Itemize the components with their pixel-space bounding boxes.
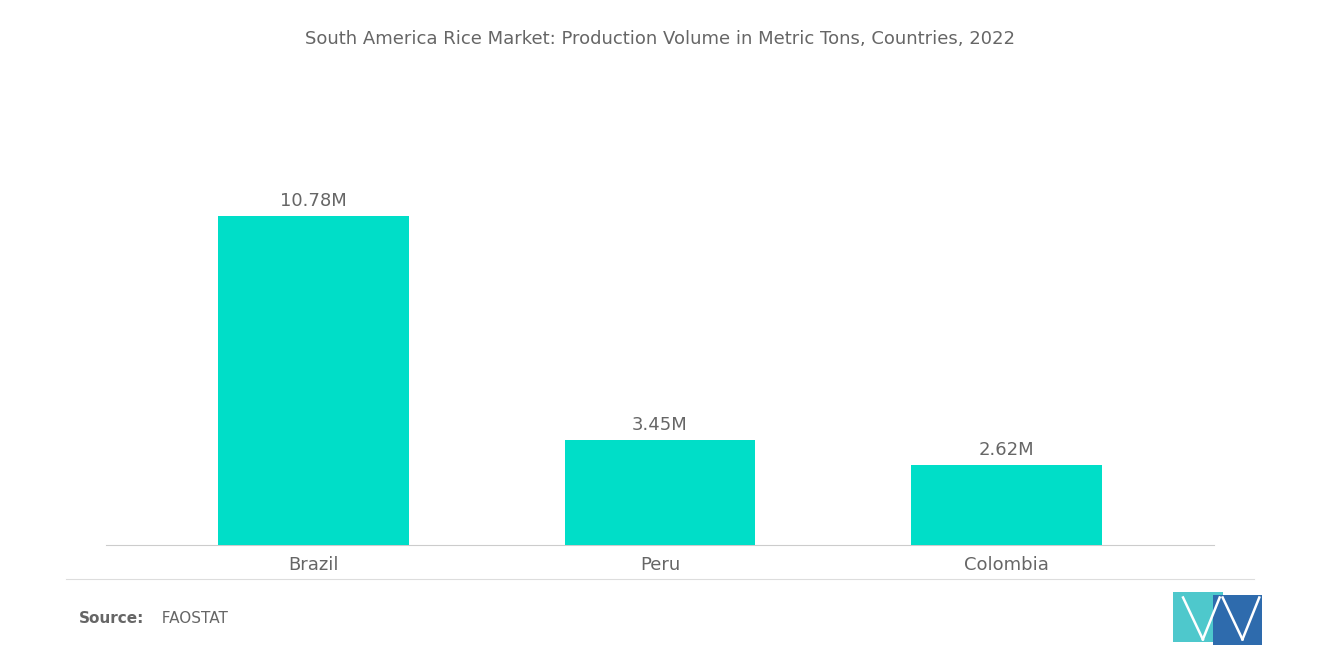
- Text: South America Rice Market: Production Volume in Metric Tons, Countries, 2022: South America Rice Market: Production Vo…: [305, 30, 1015, 48]
- Text: 3.45M: 3.45M: [632, 416, 688, 434]
- Bar: [565, 440, 755, 545]
- Text: 2.62M: 2.62M: [978, 441, 1035, 459]
- Text: 10.78M: 10.78M: [280, 192, 347, 210]
- Bar: [218, 216, 409, 545]
- Polygon shape: [1213, 595, 1262, 645]
- Polygon shape: [1173, 592, 1222, 642]
- Text: FAOSTAT: FAOSTAT: [152, 611, 227, 626]
- Bar: [911, 465, 1102, 545]
- Text: Source:: Source:: [79, 611, 145, 626]
